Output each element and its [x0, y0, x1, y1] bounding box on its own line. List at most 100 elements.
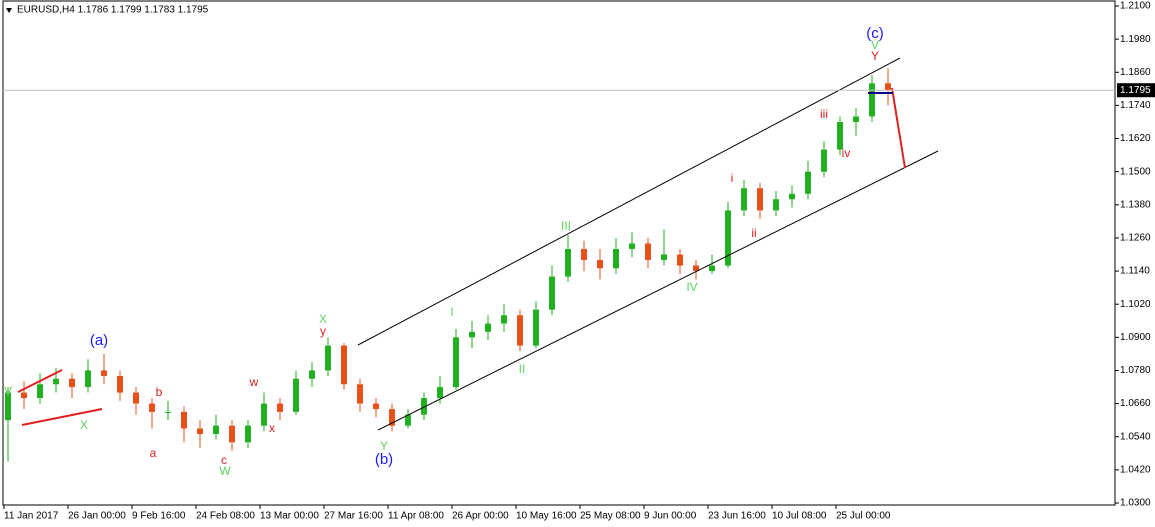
wave-label: i	[731, 171, 734, 185]
projection-line	[891, 87, 906, 169]
candle-body	[677, 254, 683, 266]
candle-body	[245, 425, 251, 443]
candle-body	[357, 384, 363, 404]
candle-body	[69, 378, 75, 388]
candle-body	[325, 345, 331, 371]
candle-body	[661, 254, 667, 261]
candle-body	[277, 403, 283, 412]
candle-body	[565, 248, 571, 277]
x-tick-label: 26 Apr 00:00	[452, 511, 509, 522]
y-tick-label: 1.1140	[1120, 266, 1150, 277]
channel-lower	[377, 150, 939, 431]
candle-body	[805, 171, 811, 194]
y-tick-label: 1.1980	[1120, 34, 1151, 45]
y-tick-label: 1.1260	[1120, 233, 1151, 244]
candle-body	[757, 188, 763, 211]
candle-body	[213, 425, 219, 434]
wave-label: V	[871, 38, 879, 52]
x-tick-label: 26 Jan 00:00	[68, 511, 126, 522]
triangle-upper	[17, 369, 63, 393]
x-tick-label: 25 May 08:00	[580, 511, 641, 522]
candle-body	[789, 193, 795, 200]
wave-label: (b)	[375, 451, 393, 468]
candle-body	[821, 149, 827, 172]
candle-body	[453, 337, 459, 388]
plot-frame	[2, 0, 1116, 506]
wave-label: (c)	[866, 25, 884, 42]
y-tick-label: 1.1500	[1120, 166, 1151, 177]
candle-body	[517, 315, 523, 346]
price-tag	[1117, 83, 1155, 98]
wave-label: (a)	[90, 332, 108, 349]
candle-body	[421, 398, 427, 415]
candle-body	[309, 370, 315, 379]
wave-label: Y	[871, 49, 879, 63]
wave-label: I	[450, 305, 453, 319]
wave-label: W	[219, 464, 231, 478]
y-tick-label: 1.0660	[1120, 398, 1151, 409]
candle-body	[101, 370, 107, 376]
y-tick-label: 1.1860	[1120, 67, 1151, 78]
candle-body	[437, 387, 443, 399]
wave-label: w	[249, 375, 259, 389]
candle-body	[21, 392, 27, 399]
candle-body	[85, 370, 91, 388]
wave-label: IV	[686, 280, 697, 294]
y-tick-label: 1.1020	[1120, 299, 1151, 310]
header: EURUSD,H4 1.1786 1.1799 1.1783 1.1795	[17, 5, 209, 16]
wave-label: Y	[380, 439, 388, 453]
candle-body	[469, 331, 475, 338]
candle-body	[373, 403, 379, 410]
x-tick-label: 10 Jul 08:00	[772, 511, 827, 522]
menu-triangle	[6, 8, 12, 13]
x-tick-label: 10 May 16:00	[516, 511, 577, 522]
x-tick-label: 13 Mar 00:00	[260, 511, 319, 522]
channel-upper	[357, 57, 901, 346]
candles	[5, 68, 891, 462]
y-tick-label: 1.0900	[1120, 332, 1151, 343]
x-tick-label: 9 Feb 16:00	[132, 511, 186, 522]
candle-body	[117, 375, 123, 393]
wave-label: c	[221, 453, 227, 467]
candle-body	[837, 121, 843, 150]
wave-label: V	[4, 384, 12, 398]
candle-body	[869, 83, 875, 117]
candle-body	[5, 392, 11, 421]
wave-label: a	[150, 446, 157, 460]
y-tick-label: 1.2100	[1120, 1, 1151, 12]
candle-body	[149, 403, 155, 412]
candle-body	[597, 260, 603, 269]
wave-label: x	[269, 421, 275, 435]
candle-body	[341, 345, 347, 385]
candle-body	[181, 411, 187, 429]
x-tick-label: 23 Jun 16:00	[708, 511, 766, 522]
x-tick-label: 11 Apr 08:00	[388, 511, 444, 522]
candle-body	[885, 83, 891, 91]
x-tick-label: 24 Feb 08:00	[196, 511, 255, 522]
wave-label: iii	[820, 107, 828, 121]
y-tick-label: 1.0420	[1120, 465, 1151, 476]
candle-body	[389, 409, 395, 426]
candle-body	[581, 248, 587, 261]
candle-body	[53, 378, 59, 385]
candle-body	[645, 243, 651, 261]
candle-body	[533, 309, 539, 346]
y-tick-label: 1.1740	[1120, 100, 1151, 111]
price-tag-label: 1.1795	[1120, 85, 1151, 96]
candle-body	[261, 403, 267, 426]
candle-body	[773, 199, 779, 211]
candle-body	[693, 265, 699, 272]
candle-body	[229, 425, 235, 443]
wave-label: III	[561, 219, 571, 233]
y-tick-label: 1.1620	[1120, 133, 1151, 144]
candle-body	[549, 276, 555, 310]
x-tick-label: 9 Jun 00:00	[644, 511, 697, 522]
wave-label: X	[80, 418, 88, 432]
candle-body	[133, 392, 139, 404]
candle-body	[405, 414, 411, 426]
candle-body	[629, 243, 635, 249]
candle-body	[613, 248, 619, 269]
candle-body	[37, 384, 43, 399]
wave-label: y	[320, 324, 326, 338]
